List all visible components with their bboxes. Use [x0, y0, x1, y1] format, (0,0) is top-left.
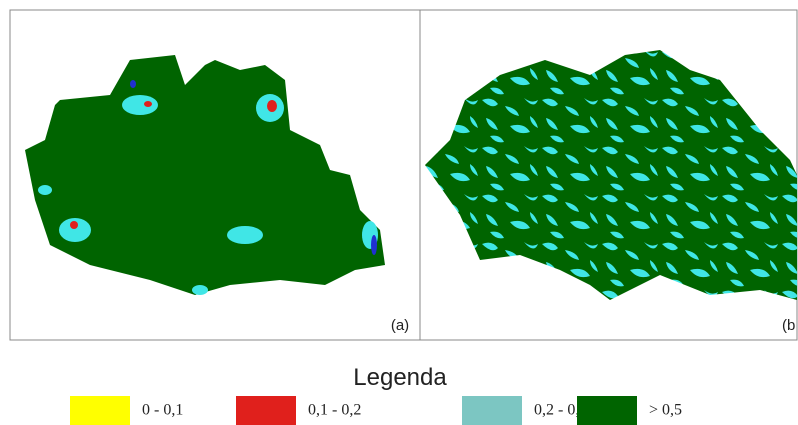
legend-label: 0 - 0,1: [142, 402, 183, 419]
legend-label: > 0,5: [649, 402, 682, 419]
figure: (a) (b Legenda 0 - 0,10,1 - 0,20,2 - 0,5…: [0, 0, 798, 425]
legend-swatch: [462, 396, 522, 425]
legend-swatch: [236, 396, 296, 425]
legend-swatch: [70, 396, 130, 425]
legend-label: 0,1 - 0,2: [308, 402, 361, 419]
legend-title: Legenda: [353, 364, 447, 391]
panel-label: (b: [782, 317, 795, 334]
legend-swatch: [577, 396, 637, 425]
panel-label: (a): [391, 317, 409, 334]
page: {"panels": [{"label": "(a)"}, {"label": …: [0, 0, 798, 425]
